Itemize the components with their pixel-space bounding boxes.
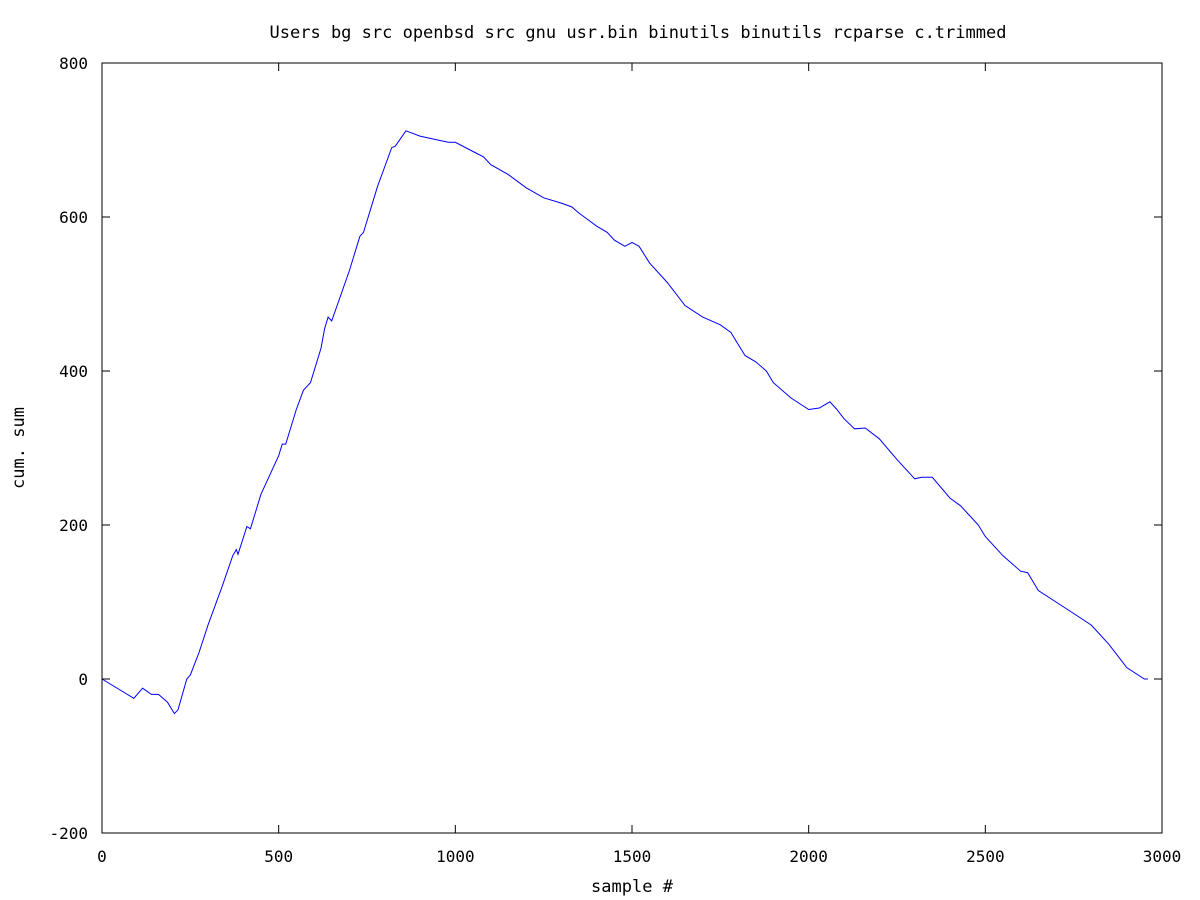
axis-tick-labels: 0 500 1000 1500 2000 2500 3000 -200 0 200 400 600 80… xyxy=(49,54,1181,866)
series-line xyxy=(101,130,1148,715)
y-tick-label: 800 xyxy=(59,54,88,73)
y-tick-label: 0 xyxy=(78,670,88,689)
x-tick-label: 3000 xyxy=(1143,847,1182,866)
y-tick-label: 200 xyxy=(59,516,88,535)
x-tick-label: 1500 xyxy=(613,847,652,866)
x-tick-label: 2000 xyxy=(789,847,828,866)
chart-title: Users bg src openbsd src gnu usr.bin bin… xyxy=(270,23,1007,43)
x-tick-label: 500 xyxy=(264,847,293,866)
x-tick-label: 1000 xyxy=(436,847,475,866)
y-tick-label: -200 xyxy=(49,824,88,843)
x-tick-label: 0 xyxy=(97,847,107,866)
plot-frame xyxy=(101,62,1163,834)
y-tick-label: 600 xyxy=(59,208,88,227)
x-tick-label: 2500 xyxy=(966,847,1005,866)
y-axis-label: cum. sum xyxy=(9,407,29,489)
axis-ticks xyxy=(101,62,1163,834)
y-tick-label: 400 xyxy=(59,362,88,381)
x-axis-label: sample # xyxy=(591,877,674,897)
